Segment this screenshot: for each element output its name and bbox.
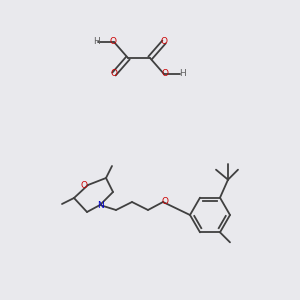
Text: O: O [161,196,169,206]
Text: O: O [110,38,116,46]
Text: O: O [80,181,88,190]
Text: H: H [178,70,185,79]
Text: N: N [98,202,104,211]
Text: H: H [93,38,99,46]
Text: O: O [161,70,169,79]
Text: O: O [160,38,167,46]
Text: O: O [110,70,118,79]
